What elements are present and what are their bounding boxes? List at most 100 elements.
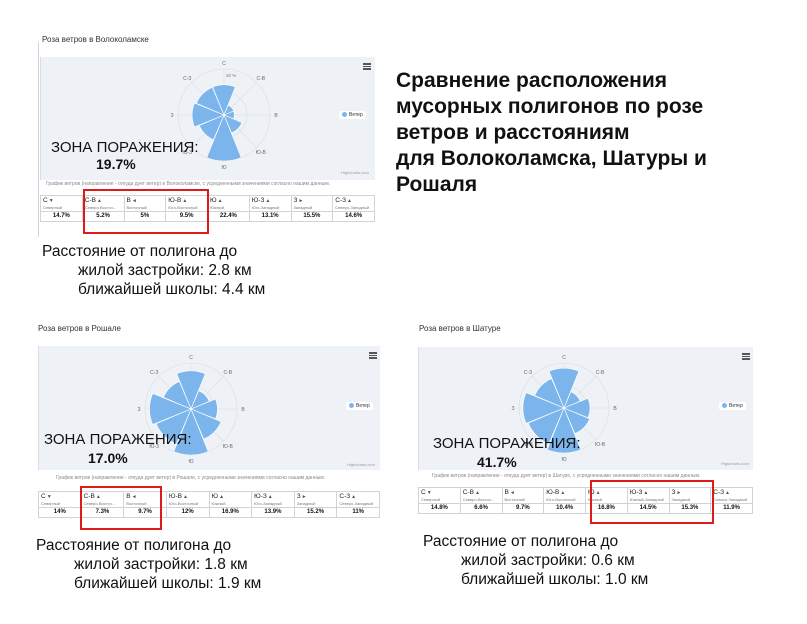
direction-code: С-З	[339, 493, 351, 500]
table-value-cell: 14.7%	[40, 211, 83, 222]
legend[interactable]: Ветер	[719, 402, 746, 410]
arrow-icon: ▲	[267, 494, 273, 500]
table-header-cell: С▼ Северный	[38, 491, 82, 508]
axis-label: С	[562, 355, 566, 361]
axis-label: Ю-З	[182, 150, 192, 156]
direction-code: З	[293, 197, 298, 204]
table-header-cell: Ю▲ Южный	[207, 195, 250, 212]
wind-wedge[interactable]	[176, 370, 206, 410]
wind-wedge[interactable]	[522, 392, 565, 424]
distance-line: жилой застройки: 1.8 км	[74, 556, 248, 573]
wind-wedge[interactable]	[190, 398, 218, 420]
wind-wedge[interactable]	[548, 368, 580, 409]
arrow-icon: ▲	[595, 490, 601, 496]
chart-note: График ветров (направление - откуда дует…	[46, 181, 331, 187]
zone-value: 19.7%	[96, 156, 136, 172]
wind-wedge[interactable]	[198, 114, 225, 141]
wind-wedge[interactable]	[223, 104, 235, 116]
arrow-icon: ►	[298, 198, 304, 204]
axis-label: С-В	[256, 76, 265, 82]
legend[interactable]: Ветер	[339, 111, 366, 119]
direction-name: Южный	[588, 497, 603, 502]
direction-label: С▼	[421, 489, 458, 497]
wind-wedge[interactable]	[163, 381, 192, 410]
wind-wedge[interactable]	[149, 393, 192, 425]
direction-name: Западный	[671, 497, 691, 502]
table-value-cell: 9.7%	[501, 503, 545, 514]
legend-marker	[349, 403, 354, 409]
direction-name: Юго-Восточный	[546, 497, 576, 502]
wind-wedge[interactable]	[563, 397, 591, 419]
wind-rose-svg: С С-В В Ю-В Ю Ю-З З С-З	[511, 355, 617, 463]
wind-wedge[interactable]	[546, 407, 582, 454]
axis-label: С-З	[524, 370, 532, 376]
direction-name: Западный	[296, 501, 316, 506]
direction-label: Ю▲	[210, 197, 247, 205]
axis-label: Ю-В	[595, 442, 606, 448]
axis-label: С-З	[183, 76, 191, 82]
legend[interactable]: Ветер	[346, 402, 373, 410]
direction-code: В	[126, 493, 131, 500]
wind-table: С▼ Северный С-В▲ Северо-Восточ... В◄ Восточны…	[418, 487, 753, 514]
chart-credits[interactable]: Highcharts.com	[347, 462, 375, 467]
highlight-box	[590, 480, 714, 524]
menu-icon[interactable]	[369, 352, 377, 359]
distance-line: Расстояние от полигона до	[36, 537, 232, 554]
wind-wedge[interactable]	[195, 86, 225, 116]
wind-wedge[interactable]	[206, 114, 242, 162]
arrow-icon: ▲	[96, 198, 102, 204]
legend-label: Ветер	[349, 112, 363, 118]
wind-wedge[interactable]	[191, 102, 225, 128]
wind-wedge[interactable]	[173, 408, 209, 456]
wind-wedge[interactable]	[563, 407, 591, 435]
direction-code: С	[43, 197, 48, 204]
direction-code: С	[41, 493, 46, 500]
axis-label: С	[222, 61, 226, 67]
table-header-cell: З► Западный	[668, 487, 712, 504]
table-header-cell: В◄ Восточный	[501, 487, 545, 504]
page-heading: Сравнение расположения мусорных полигоно…	[396, 68, 707, 198]
chart-credits[interactable]: Highcharts.com	[341, 170, 369, 175]
table-value-cell: 14%	[38, 507, 82, 518]
heading-line: мусорных полигонов по розе	[396, 95, 704, 118]
menu-icon[interactable]	[363, 63, 371, 70]
direction-code: С-З	[713, 489, 725, 496]
direction-code: З	[296, 493, 301, 500]
zone-label: ЗОНА ПОРАЖЕНИЯ:	[44, 431, 192, 448]
wind-wedge[interactable]	[223, 114, 243, 134]
wind-rose-chart: С С-В В Ю-В Ю Ю-З З С-З Ветер Highcharts.com	[38, 346, 380, 470]
wind-wedge[interactable]	[155, 408, 192, 445]
direction-name: Северо-Западный	[339, 501, 374, 506]
table-value-cell: 12%	[165, 507, 210, 518]
direction-label: С-З▲	[339, 493, 377, 501]
wind-wedge[interactable]	[190, 408, 222, 440]
direction-label: Ю-В▲	[169, 493, 207, 501]
wind-wedge[interactable]	[212, 84, 236, 116]
table-value-cell: 6.6%	[459, 503, 503, 514]
direction-name: Юго-Восточный	[168, 205, 198, 210]
table-header-cell: Ю-З▲ Юго-Западный	[248, 195, 292, 212]
direction-label: С-В▲	[463, 489, 500, 497]
direction-name: Западный	[293, 205, 313, 210]
wind-wedge[interactable]	[534, 378, 565, 409]
menu-icon[interactable]	[742, 353, 750, 360]
axis-label: Ю-В	[223, 444, 234, 450]
heading-line: для Волоколамска, Шатуры и	[396, 147, 707, 170]
wind-wedge[interactable]	[527, 407, 565, 445]
arrow-icon: ▲	[217, 198, 223, 204]
direction-code: С	[421, 489, 426, 496]
wind-table: С▼ Северный С-В▲ Северо-Восточ... В◄ Восточны…	[38, 491, 380, 518]
axis-label: В	[613, 406, 617, 412]
table-header-cell: Ю-В▲ Юго-Восточный	[543, 487, 586, 504]
direction-code: С-В	[83, 493, 95, 500]
chart-credits[interactable]: Highcharts.com	[721, 461, 749, 466]
wind-wedge[interactable]	[190, 390, 210, 410]
direction-name: Восточный	[126, 501, 147, 506]
axis-label: Ю-З	[523, 442, 533, 448]
direction-name: Северный	[421, 497, 440, 502]
table-header-cell: З► Западный	[293, 491, 338, 508]
table-value-cell: 11%	[336, 507, 380, 518]
arrow-icon: ◄	[509, 490, 515, 496]
axis-label: С-З	[150, 370, 158, 376]
table-header-cell: Ю▲ Южный	[208, 491, 253, 508]
